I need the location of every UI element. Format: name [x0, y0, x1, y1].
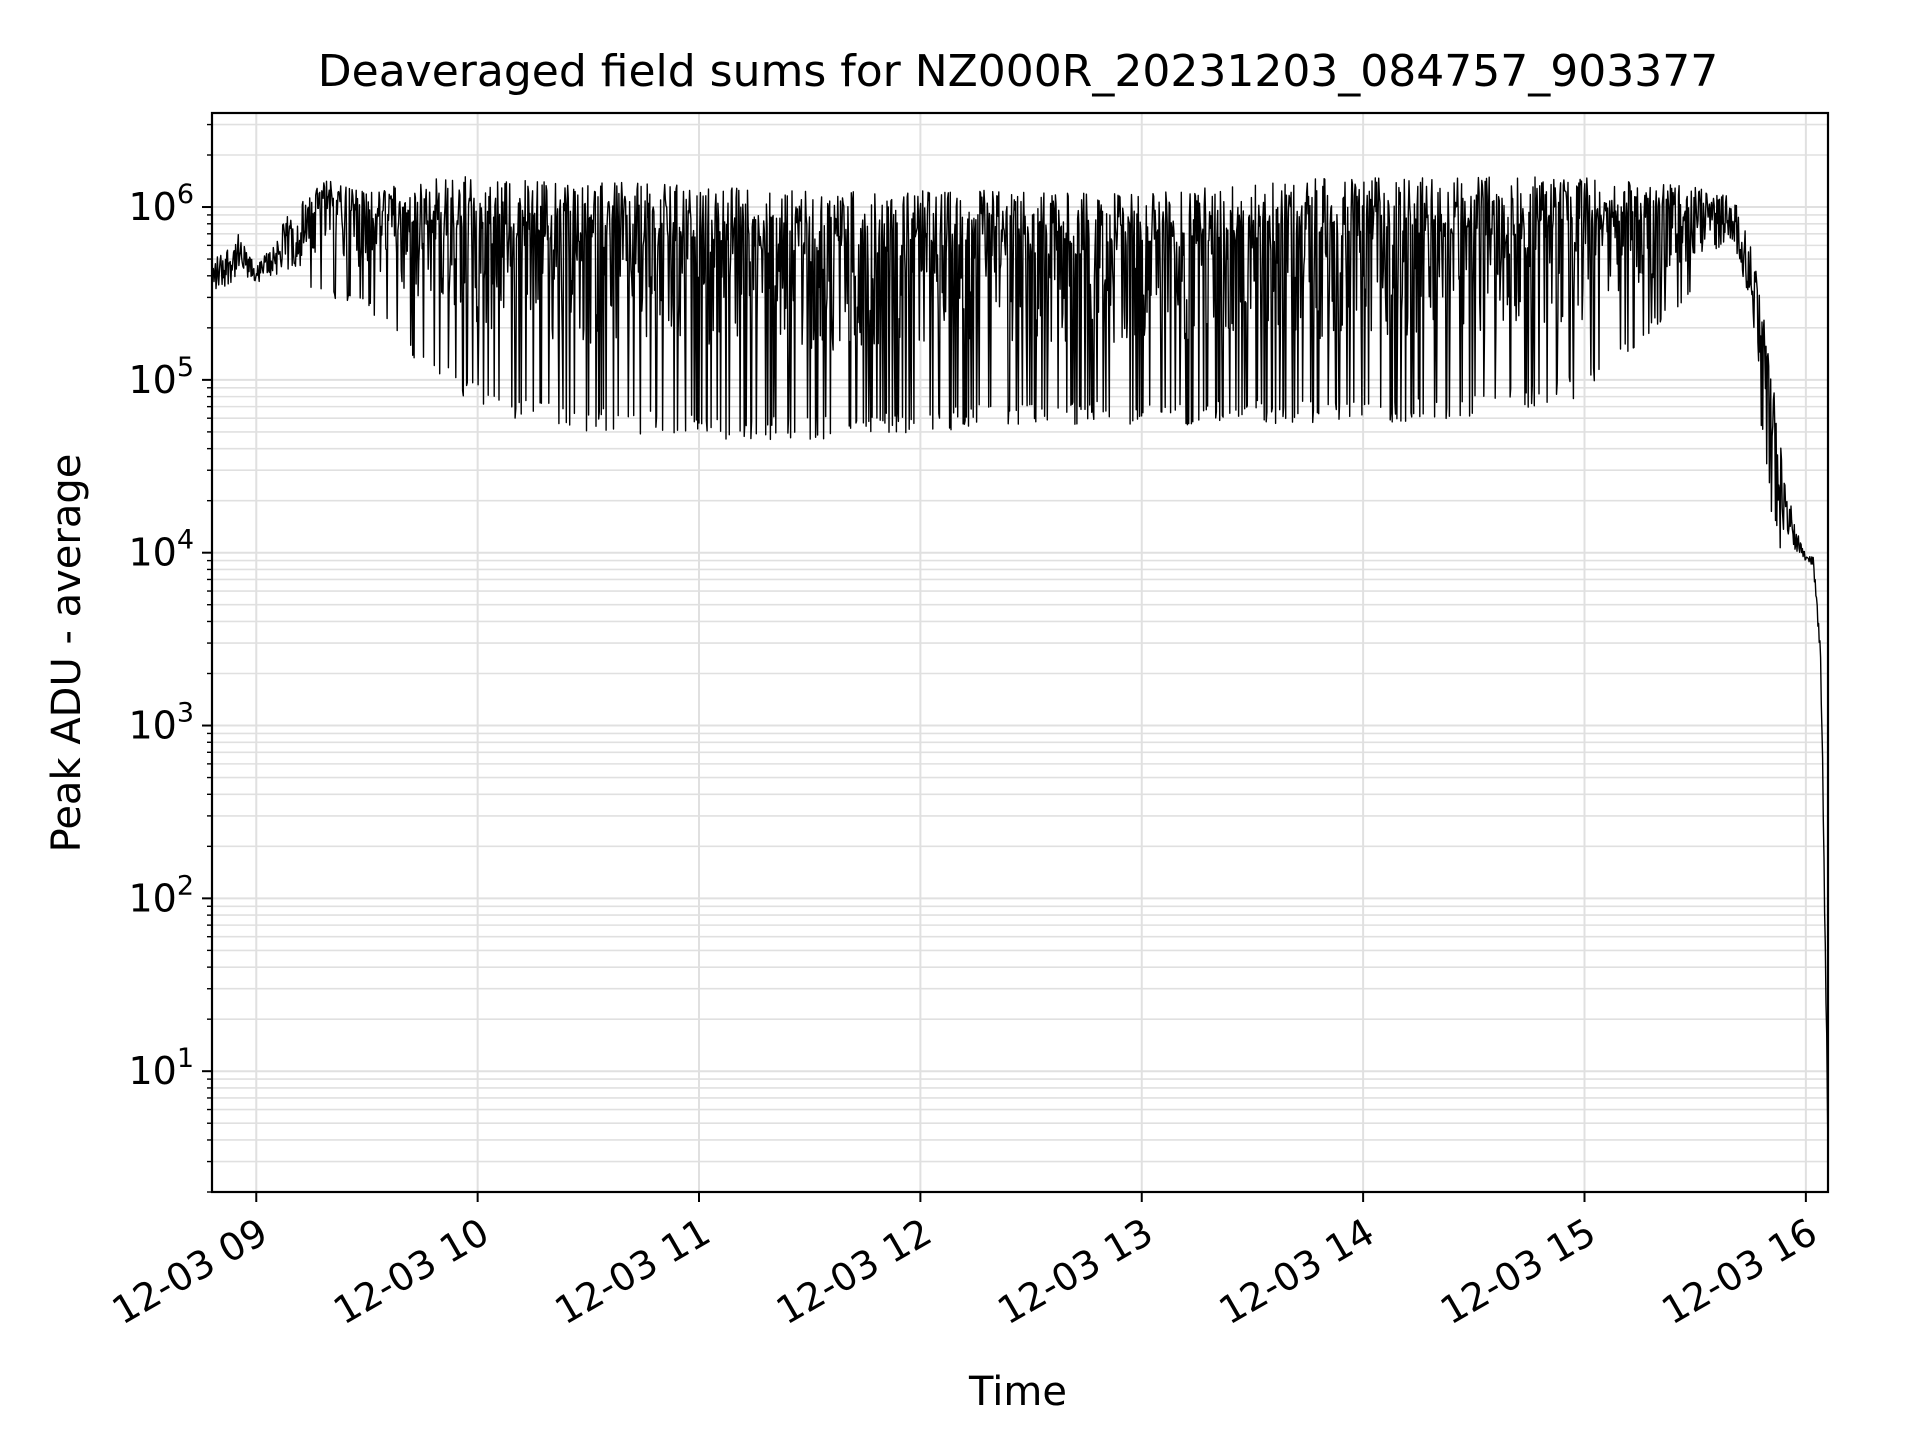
y-tick-label: 106	[128, 179, 194, 229]
series-line	[211, 176, 1829, 1155]
series-area	[211, 176, 1829, 1155]
y-tick-label: 102	[128, 870, 194, 920]
y-axis-label: Peak ADU - average	[44, 454, 90, 853]
y-tick-label: 104	[128, 525, 194, 575]
y-tick-label: 103	[128, 698, 194, 748]
y-tick-label: 105	[128, 352, 194, 402]
chart-title: Deaveraged field sums for NZ000R_2023120…	[318, 46, 1718, 97]
x-axis-label: Time	[968, 1369, 1067, 1415]
y-tick-label: 101	[128, 1043, 194, 1093]
plot-frame	[210, 111, 1830, 1194]
